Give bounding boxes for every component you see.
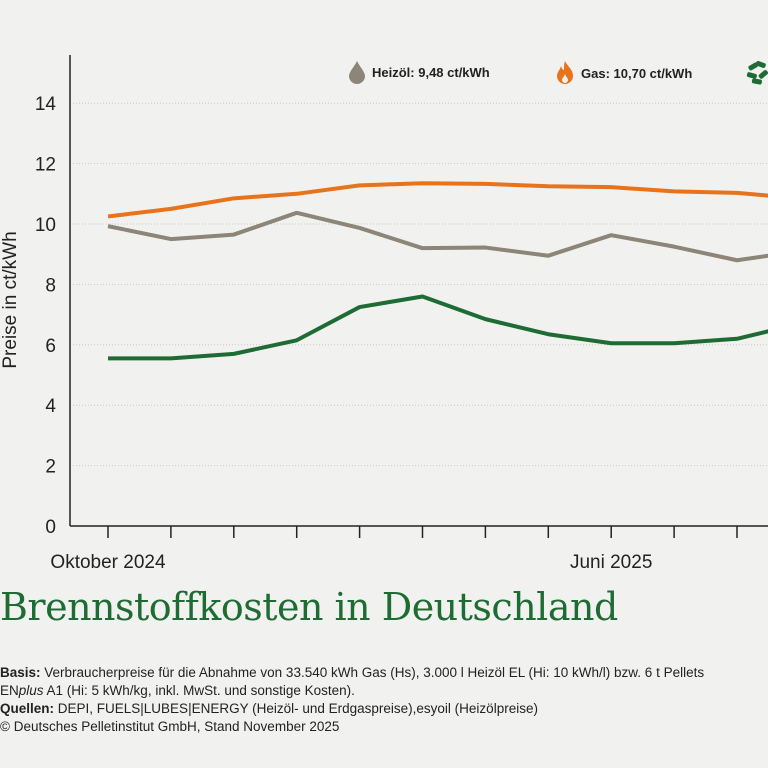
y-axis-label: Preise in ct/kWh [0,231,21,368]
y-tick-label: 10 [35,215,56,236]
series-line-pellets [108,294,768,361]
legend-pellets [746,60,768,86]
basis-line2-pre: EN [0,683,19,698]
copyright-note: © Deutsches Pelletinstitut GmbH, Stand N… [0,719,340,734]
pellets-icon [746,60,768,85]
legend-heizoel: Heizöl: 9,48 ct/kWh [348,60,490,84]
flame-icon [557,61,573,84]
basis-line2-post: A1 (Hi: 5 kWh/kg, inkl. MwSt. und sonsti… [43,683,355,698]
y-tick-label: 12 [35,155,56,176]
basis-note-line2: ENplus A1 (Hi: 5 kWh/kg, inkl. MwSt. und… [0,682,704,700]
y-tick-label: 4 [45,396,56,417]
legend-heizoel-label: Heizöl: 9,48 ct/kWh [372,64,490,80]
y-tick-label: 8 [45,275,56,296]
basis-label: Basis: [0,665,41,680]
price-chart: 0 2 4 6 8 10 12 14 Oktober 2024 Juni 2025 Preise i… [0,55,768,573]
legend-gas: Gas: 10,70 ct/kWh [555,60,692,86]
y-tick-label: 2 [45,457,56,478]
sources-label: Quellen: [0,701,55,716]
y-tick-label: 0 [45,517,56,538]
x-tick-label: Oktober 2024 [50,552,166,573]
footnotes: Basis: Verbraucherpreise für die Abnahme… [0,664,704,736]
sources-text: DEPI, FUELS|LUBES|ENERGY (Heizöl- und Er… [54,701,538,716]
y-tick-label: 6 [45,336,56,357]
series-line-gas [107,181,768,219]
series-line-heizöl [107,210,768,263]
legend-gas-label: Gas: 10,70 ct/kWh [581,65,693,81]
oil-drop-icon [349,61,365,84]
sources-note: Quellen: DEPI, FUELS|LUBES|ENERGY (Heizö… [0,700,704,718]
page-title: Brennstoffkosten in Deutschland [0,585,618,629]
basis-note: Basis: Verbraucherpreise für die Abnahme… [0,664,704,682]
basis-line2-italic: plus [18,683,44,698]
y-tick-label: 14 [35,94,57,115]
x-tick-label: Juni 2025 [570,552,652,573]
basis-text: Verbraucherpreise für die Abnahme von 33… [40,665,705,680]
